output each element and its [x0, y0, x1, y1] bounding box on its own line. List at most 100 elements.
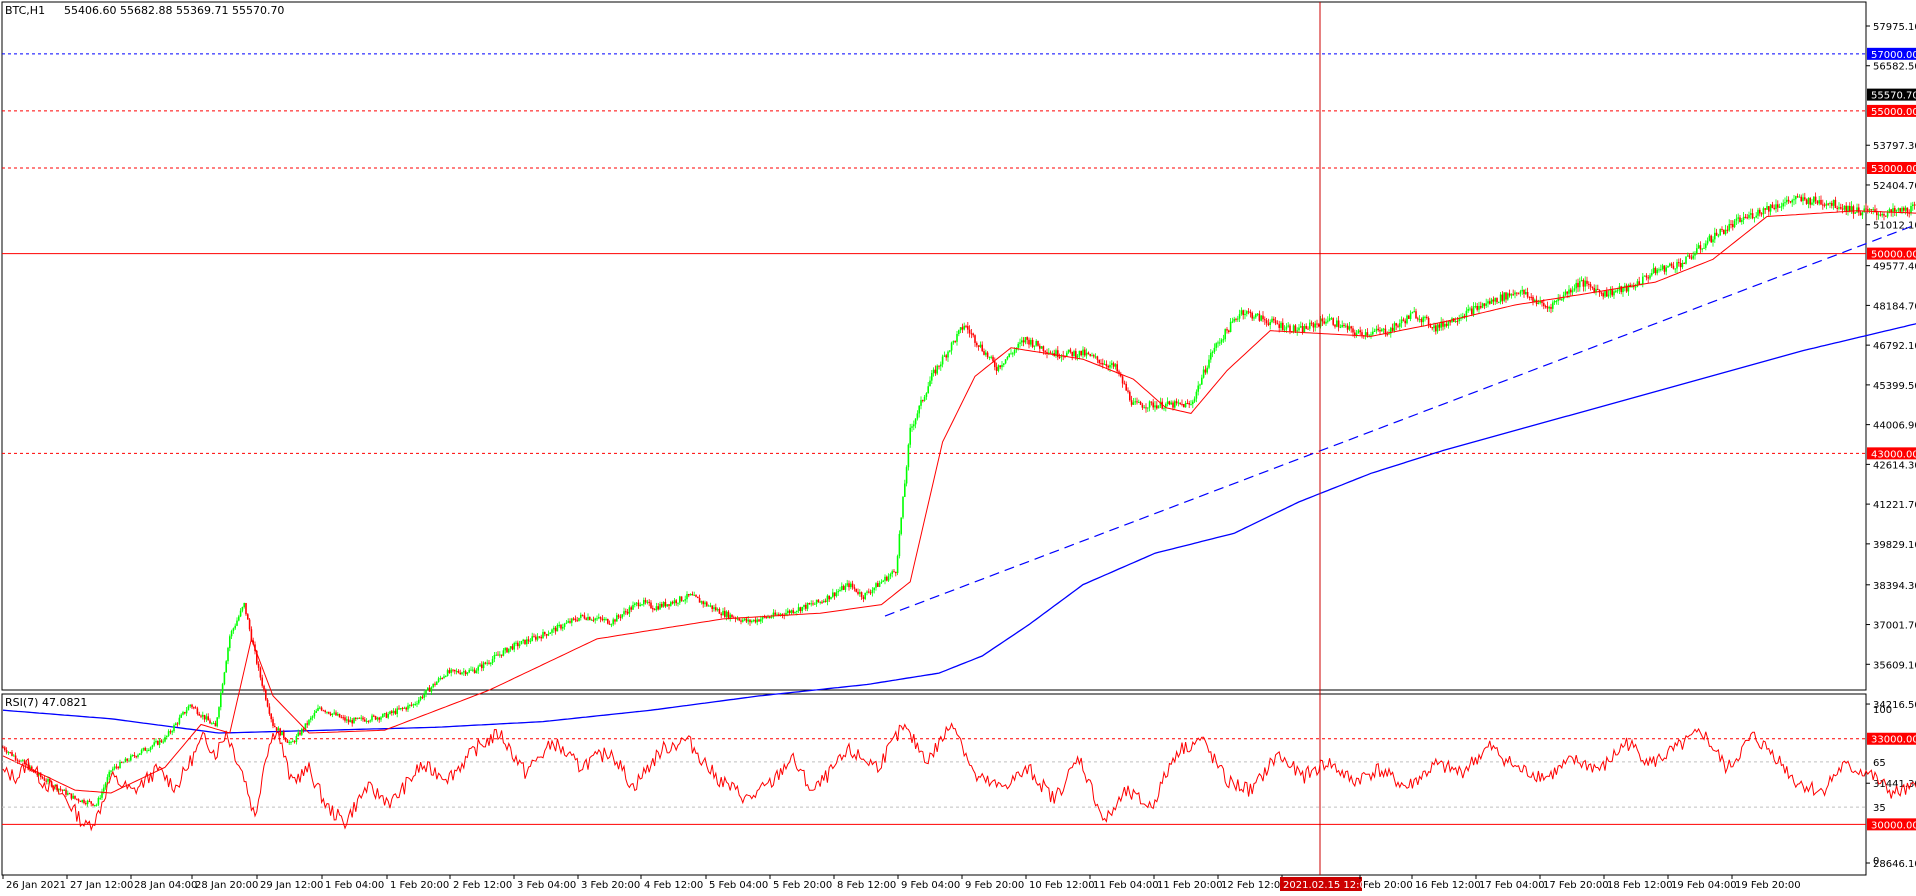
- candle-body-1003: [1807, 198, 1810, 204]
- candle-body-646: [1165, 403, 1167, 408]
- candle-body-129: [234, 625, 236, 629]
- candle-body-297: [536, 636, 539, 640]
- candle-body-717: [1292, 325, 1295, 333]
- candle-body-659: [1188, 403, 1190, 405]
- candle-body-538: [970, 333, 973, 335]
- candle-body-245: [443, 676, 445, 679]
- candle-body-361: [652, 608, 654, 610]
- candle-body-495: [893, 571, 895, 573]
- candle-body-654: [1179, 402, 1181, 404]
- candle-body-827: [1490, 299, 1493, 304]
- candle-body-156: [283, 731, 285, 739]
- candle-body-895: [1613, 291, 1615, 296]
- candle-body-349: [630, 607, 632, 610]
- candle-body-692: [1247, 311, 1250, 313]
- candle-body-761: [1372, 331, 1374, 335]
- candle-body-114: [207, 716, 209, 721]
- candle-body-833: [1501, 294, 1504, 301]
- candle-body-837: [1508, 293, 1511, 296]
- candle-body-440: [794, 611, 796, 613]
- candle-body-608: [1096, 356, 1099, 360]
- candle-body-933: [1681, 262, 1684, 268]
- candle-body-338: [610, 624, 613, 626]
- candle-body-710: [1280, 322, 1282, 328]
- candle-body-674: [1215, 343, 1217, 348]
- candle-body-610: [1100, 363, 1102, 365]
- candle-body-492: [887, 576, 890, 581]
- candle-body-526: [949, 350, 951, 352]
- candle-body-890: [1604, 290, 1606, 297]
- candle-body-439: [792, 610, 794, 613]
- candle-body-494: [891, 571, 893, 575]
- candle-body-749: [1350, 326, 1352, 329]
- candle-body-97: [176, 723, 179, 725]
- candle-body-568: [1024, 337, 1027, 343]
- candle-body-764: [1377, 328, 1379, 331]
- candle-body-126: [229, 636, 231, 648]
- candle-body-144: [261, 677, 263, 686]
- candle-body-570: [1028, 339, 1030, 345]
- candle-body-927: [1670, 263, 1673, 266]
- candle-body-594: [1071, 351, 1073, 357]
- candle-body-815: [1469, 308, 1471, 310]
- candle-body-917: [1652, 267, 1655, 274]
- candle-body-785: [1415, 311, 1417, 319]
- candle-body-476: [859, 592, 861, 594]
- candle-body-751: [1354, 332, 1356, 336]
- candle-body-550: [992, 356, 994, 362]
- candle-body-442: [797, 607, 800, 611]
- candle-body-730: [1316, 323, 1318, 325]
- candle-body-681: [1228, 330, 1230, 332]
- candle-body-829: [1494, 298, 1496, 302]
- candle-body-438: [790, 610, 793, 613]
- crosshair-time-badge: [1280, 877, 1362, 891]
- candle-body-31: [58, 788, 60, 790]
- candle-body-808: [1456, 321, 1459, 323]
- candle-body-106: [193, 707, 195, 709]
- candle-body-236: [427, 687, 429, 690]
- time-label-2: 28 Jan 04:00: [134, 880, 197, 891]
- candle-body-457: [824, 600, 827, 602]
- candle-body-66: [121, 761, 123, 763]
- candle-body-503: [907, 444, 910, 468]
- candle-body-138: [250, 629, 253, 641]
- candle-body-190: [344, 717, 346, 721]
- candle-body-721: [1300, 326, 1302, 328]
- candle-body-402: [725, 611, 728, 617]
- candle-body-123: [223, 672, 226, 685]
- candle-body-826: [1489, 301, 1491, 304]
- candle-body-636: [1147, 407, 1149, 409]
- candle-body-605: [1091, 355, 1093, 357]
- candle-body-620: [1118, 371, 1120, 374]
- candle-body-301: [544, 632, 546, 635]
- candle-body-632: [1139, 401, 1142, 405]
- current-price-text: 55570.70: [1871, 91, 1916, 102]
- candle-body-843: [1519, 291, 1522, 294]
- candle-body-469: [846, 583, 848, 586]
- candle-body-818: [1474, 306, 1477, 308]
- candle-body-328: [592, 619, 595, 621]
- candle-body-3: [7, 752, 10, 754]
- candle-body-731: [1318, 324, 1320, 327]
- candle-body-497: [896, 556, 899, 574]
- candle-body-491: [886, 576, 888, 581]
- candle-body-168: [304, 723, 307, 730]
- candle-body-906: [1633, 286, 1635, 288]
- candle-body-1062: [1913, 204, 1916, 206]
- candle-body-676: [1219, 342, 1221, 344]
- candle-body-970: [1748, 214, 1750, 218]
- candle-body-360: [650, 602, 652, 609]
- time-label-18: 11 Feb 20:00: [1157, 880, 1223, 891]
- candle-body-309: [558, 624, 560, 626]
- candle-body-72: [131, 754, 134, 756]
- candle-body-183: [331, 713, 334, 716]
- candle-body-143: [259, 667, 262, 678]
- candle-body-719: [1296, 330, 1298, 332]
- rsi-tick-0: 100: [1873, 705, 1892, 716]
- candle-body-417: [752, 619, 755, 621]
- candle-body-680: [1226, 329, 1228, 331]
- candle-body-911: [1642, 276, 1644, 284]
- candle-body-532: [959, 327, 962, 331]
- candle-body-482: [869, 592, 872, 594]
- candle-body-188: [340, 717, 343, 719]
